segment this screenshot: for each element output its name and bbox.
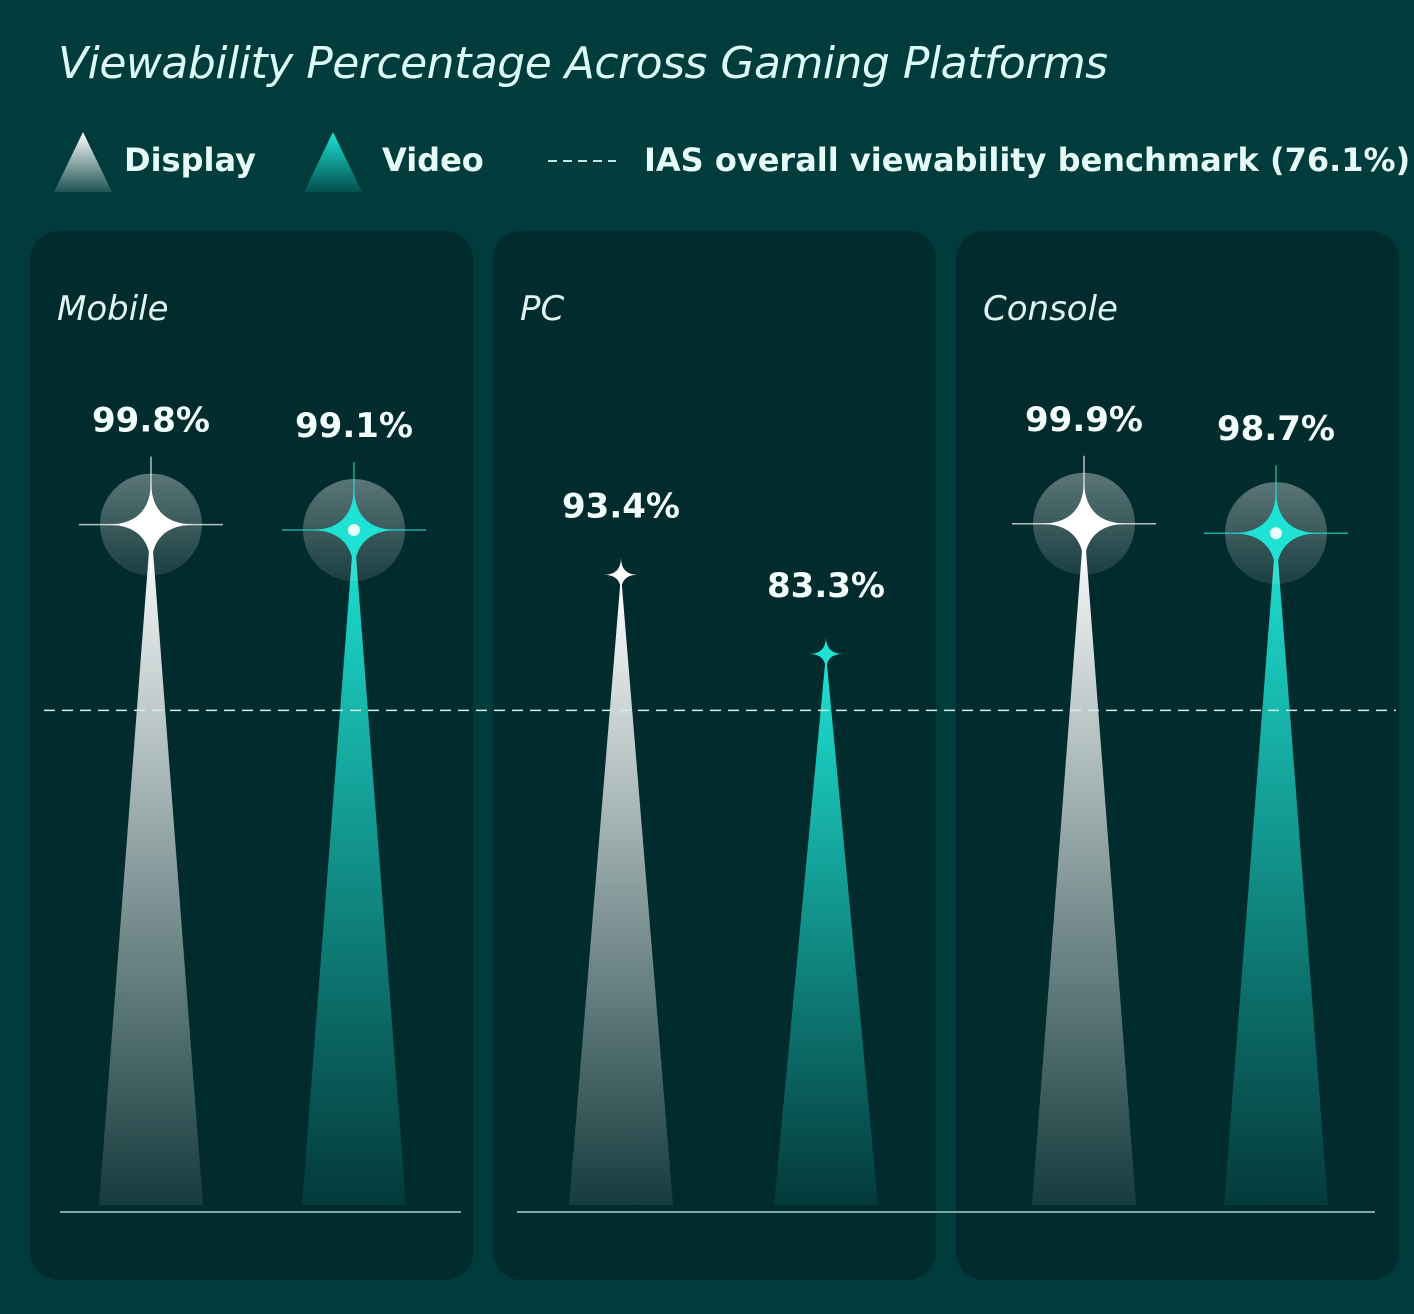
video-triangle-icon [304,132,362,192]
display-triangle-icon [54,132,112,192]
chart-title: Viewability Percentage Across Gaming Pla… [58,38,1108,89]
dashed-line-icon [548,160,616,162]
panel-title-mobile: Mobile [57,289,169,329]
panel-pc: PC [493,231,936,1280]
legend-item-benchmark: IAS overall viewability benchmark (76.1%… [548,124,1410,196]
panel-mobile: Mobile [30,231,473,1280]
legend-label-display: Display [124,141,256,179]
panel-title-pc: PC [520,289,565,329]
legend-item-display: Display [52,124,256,196]
legend: Display Video IAS overall viewability be… [52,124,1410,196]
legend-label-benchmark: IAS overall viewability benchmark (76.1%… [644,141,1411,179]
legend-label-video: Video [382,141,484,179]
panel-console: Console [956,231,1399,1280]
legend-item-video: Video [302,124,484,196]
panel-title-console: Console [983,289,1118,329]
